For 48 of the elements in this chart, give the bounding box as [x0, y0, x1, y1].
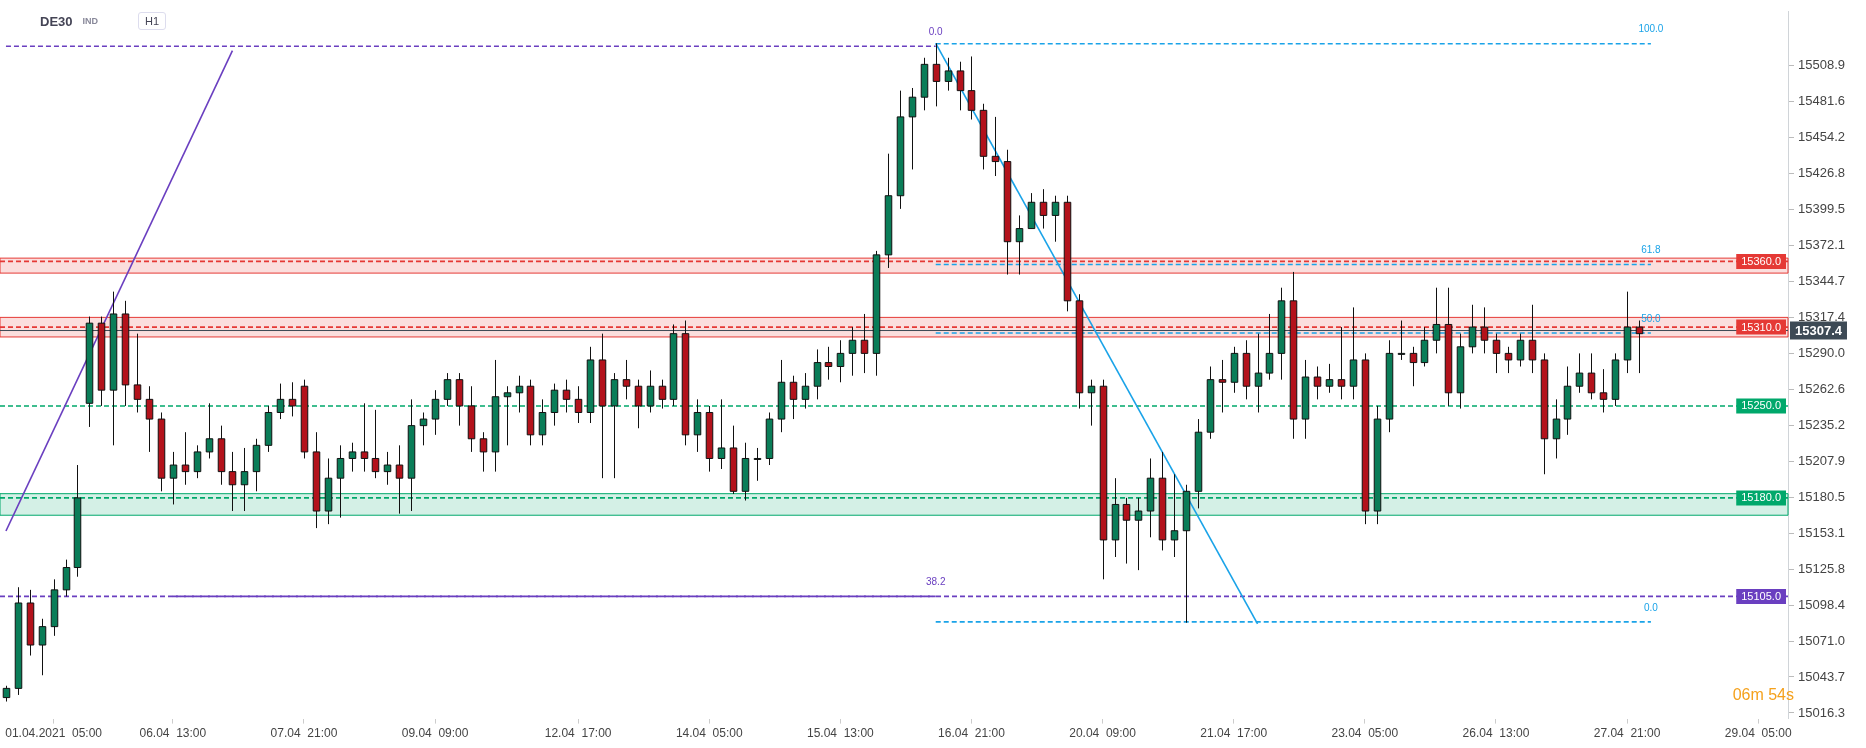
y-tick-label: 15180.5	[1798, 488, 1845, 504]
y-tick-label: 15372.1	[1798, 237, 1845, 253]
series-label: 38.2	[925, 576, 946, 588]
series-label: 61.8	[1641, 244, 1662, 256]
y-tick-label: 15071.0	[1798, 632, 1845, 648]
y-tick-label: 15016.3	[1798, 704, 1845, 720]
y-tick-label: 15043.7	[1798, 668, 1845, 684]
y-tick-label: 15235.2	[1798, 416, 1845, 432]
annotation: H1	[138, 12, 167, 30]
y-tick-label: 15317.4	[1798, 308, 1845, 324]
x-tick-label: 12.04 17:00	[544, 726, 612, 741]
x-tick-label: 14.04 05:00	[675, 726, 743, 741]
ref-line-label: 15105.0	[1741, 589, 1781, 602]
x-tick-label: 26.04 13:00	[1462, 726, 1530, 741]
annotation: DE30	[40, 13, 73, 29]
y-tick-label: 15207.9	[1798, 452, 1845, 468]
y-tick-label: 15344.7	[1798, 273, 1845, 289]
x-tick-label: 27.04 21:00	[1593, 726, 1661, 741]
x-tick-label: 16.04 21:00	[938, 726, 1006, 741]
y-tick-label: 15481.6	[1798, 93, 1845, 109]
x-tick-label: 06.04 13:00	[139, 726, 207, 741]
ref-line-label: 15250.0	[1741, 399, 1781, 412]
y-tick-label: 15290.0	[1798, 344, 1845, 360]
ref-line-label: 15310.0	[1741, 320, 1781, 333]
x-tick-label: 09.04 09:00	[401, 726, 469, 741]
ref-line-label: 15360.0	[1741, 254, 1781, 267]
ref-line-label: 15180.0	[1741, 491, 1781, 504]
ref-line-label: 15307.4	[1795, 322, 1843, 338]
x-tick-label: 07.04 21:00	[270, 726, 338, 741]
x-tick-label: 29.04 05:00	[1724, 726, 1792, 741]
y-tick-label: 15399.5	[1798, 201, 1845, 217]
y-tick-label: 15454.2	[1798, 129, 1845, 145]
x-tick-label: 20.04 09:00	[1069, 726, 1137, 741]
y-tick-label: 15125.8	[1798, 560, 1845, 576]
y-tick-label: 15098.4	[1798, 596, 1845, 612]
annotation: 06m 54s	[1732, 686, 1794, 703]
y-tick-label: 15426.8	[1798, 165, 1845, 181]
x-tick-label: 23.04 05:00	[1331, 726, 1399, 741]
series-label: 0.0	[1643, 601, 1659, 613]
series-label: 100.0	[1638, 23, 1664, 35]
x-tick-label: 21.04 17:00	[1200, 726, 1268, 741]
series-label: 0.0	[928, 25, 944, 37]
y-tick-label: 15262.6	[1798, 380, 1845, 396]
y-tick-label: 15153.1	[1798, 524, 1845, 540]
x-tick-label: 01.04.2021 05:00	[5, 726, 103, 741]
annotation: IND	[82, 16, 99, 26]
x-tick-label: 15.04 13:00	[806, 726, 875, 741]
y-tick-label: 15508.9	[1798, 57, 1845, 73]
